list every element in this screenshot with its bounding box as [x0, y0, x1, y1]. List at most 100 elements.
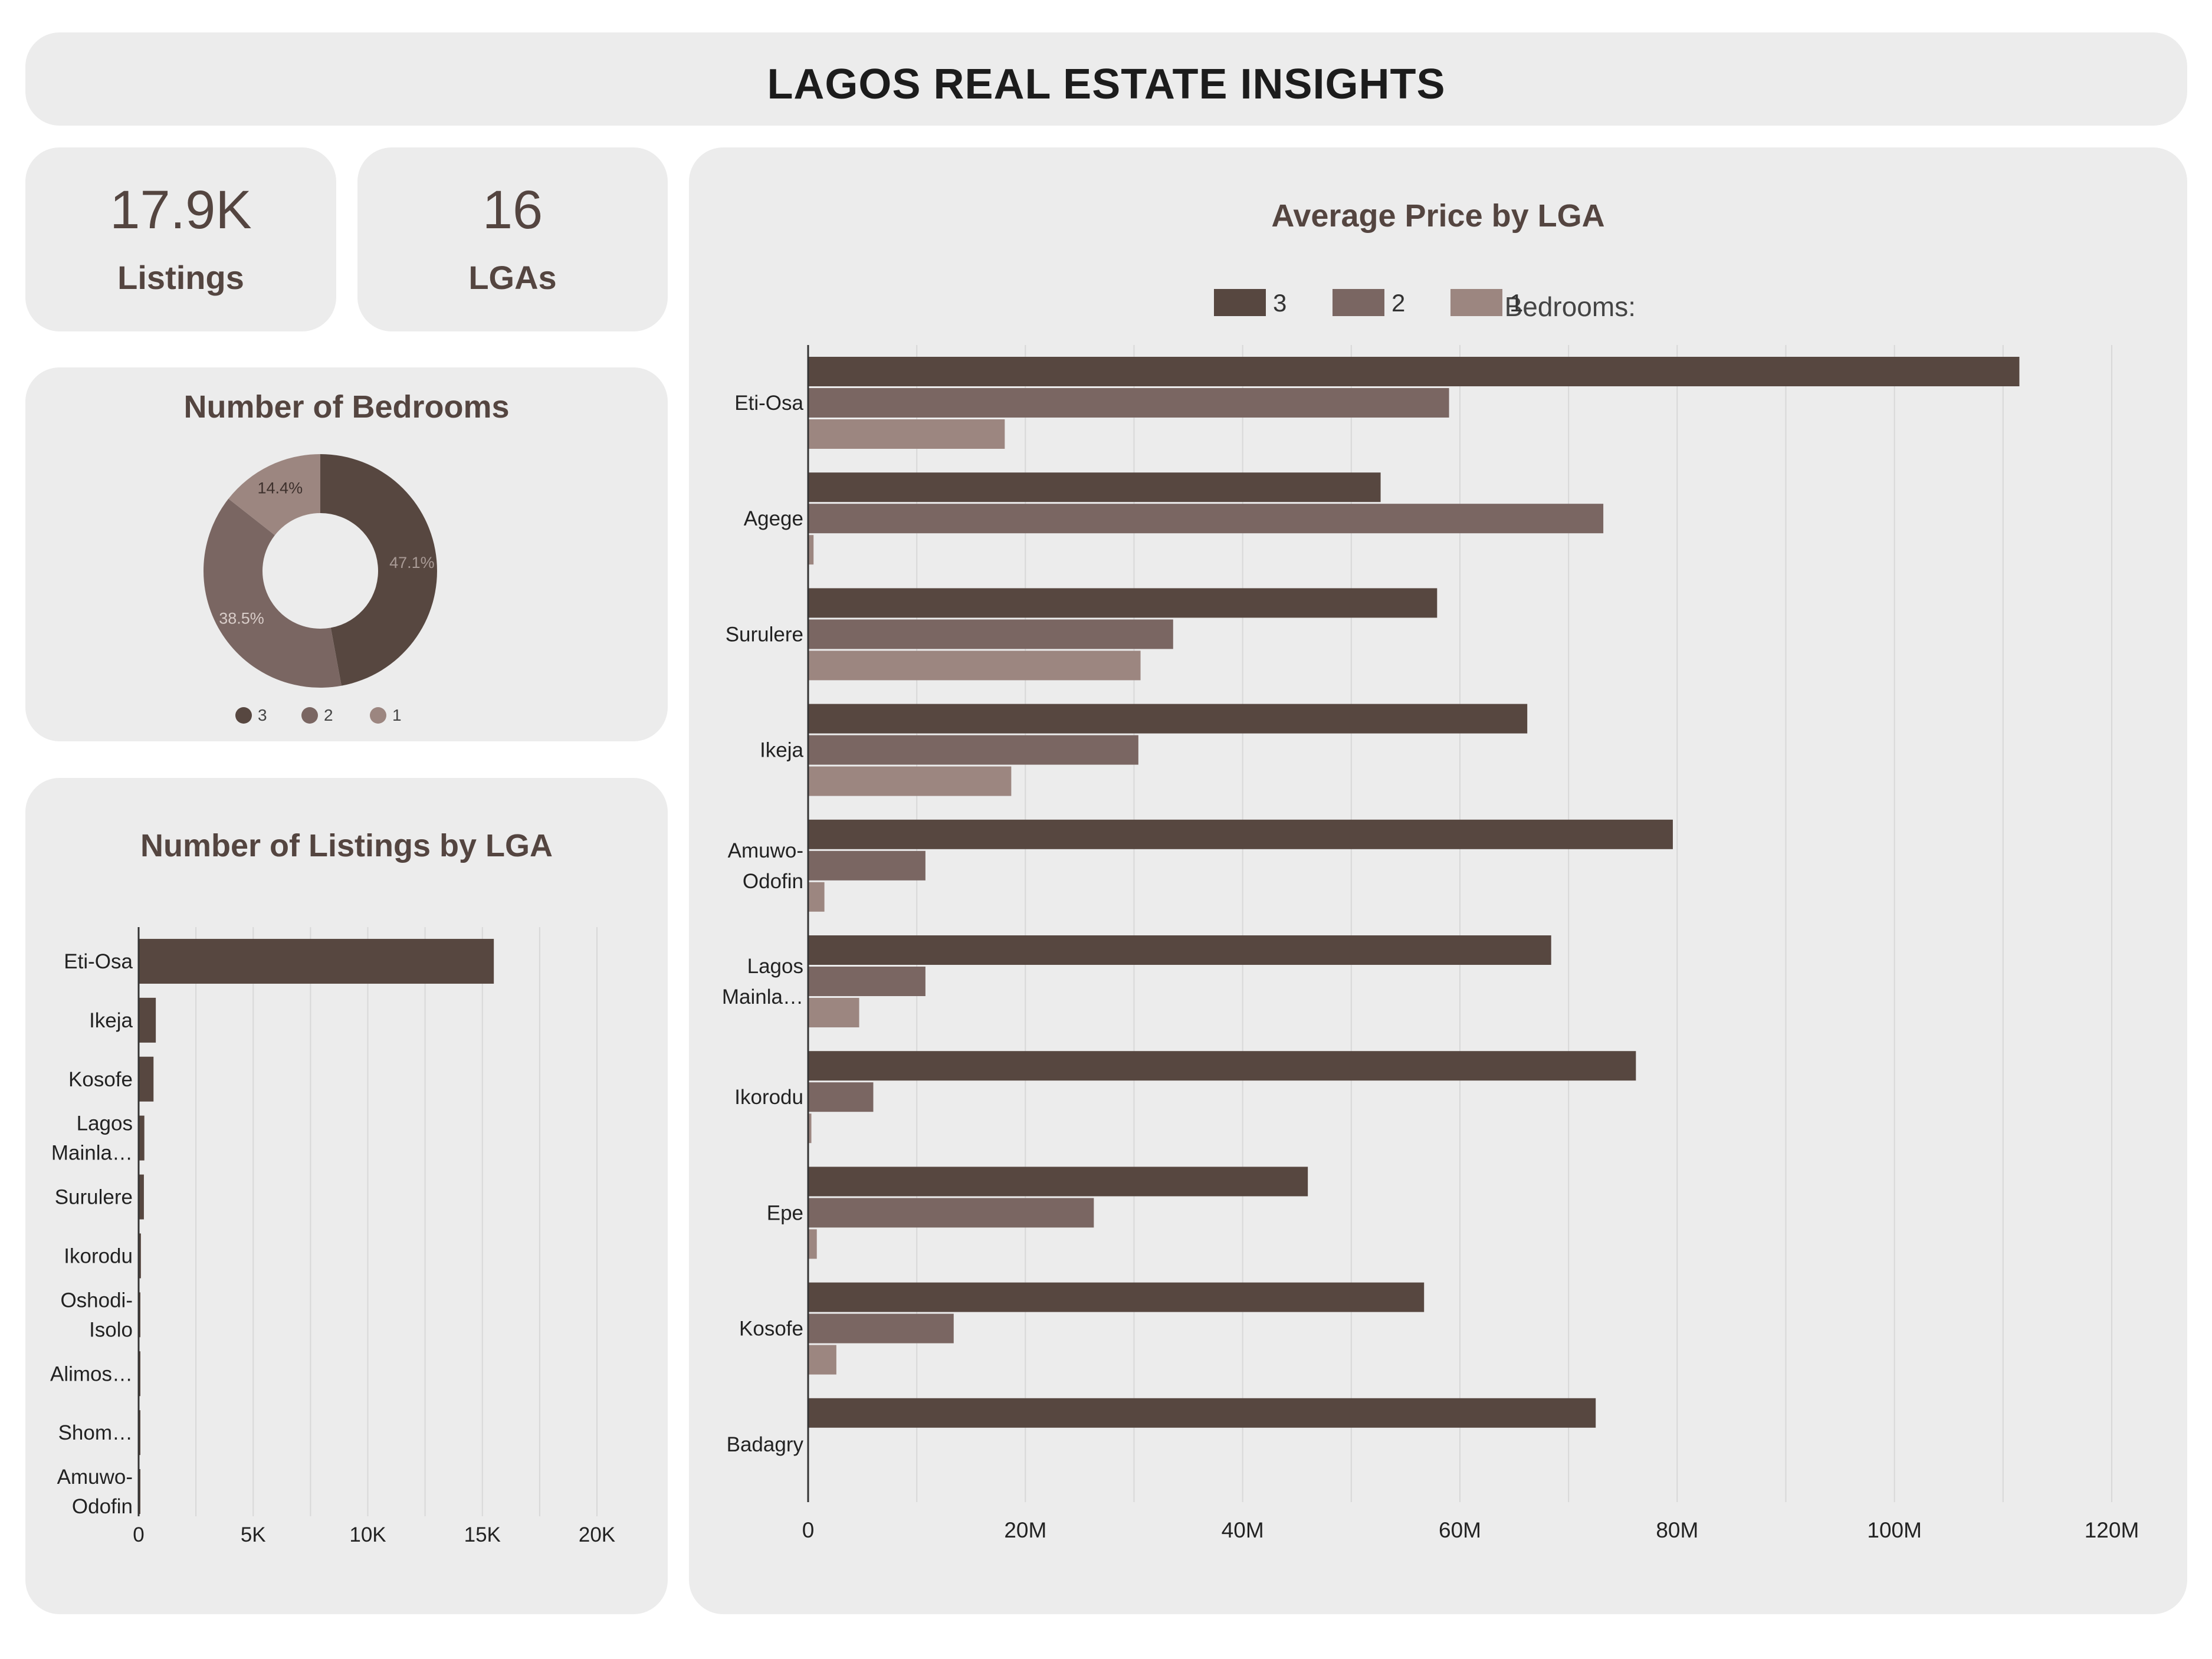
listings-bar-chart: Eti-Osa Ikeja Kosofe Lagos Mainla… Surulere Ik…	[50, 927, 615, 1546]
price-category-label: Mainla…	[722, 985, 803, 1008]
price-category-label: Eti-Osa	[734, 392, 803, 415]
price-bar-3br[interactable]	[808, 704, 1528, 734]
price-category-label: Odofin	[743, 870, 803, 893]
avg-price-chart-title: Average Price by LGA	[1271, 198, 1605, 234]
price-bar-1br[interactable]	[808, 651, 1141, 681]
donut-legend-label-3: 3	[258, 706, 267, 724]
listings-bar[interactable]	[139, 1233, 141, 1279]
donut-label-1: 14.4%	[258, 479, 303, 497]
avg-price-bar-chart: Eti-Osa Agege Surulere Ikeja Amuwo- Odofin Lag…	[722, 289, 2139, 1542]
price-legend-label-3: 3	[1273, 289, 1286, 317]
price-bar-1br[interactable]	[808, 998, 859, 1027]
listings-category-label: Mainla…	[51, 1142, 133, 1165]
listings-category-label: Surulere	[55, 1186, 133, 1209]
price-bar-2br[interactable]	[808, 1313, 954, 1343]
price-legend-swatch-3	[1214, 289, 1266, 316]
price-bar-1br[interactable]	[808, 1345, 836, 1375]
price-legend-swatch-2	[1333, 289, 1384, 316]
price-x-tick-label: 60M	[1439, 1518, 1481, 1542]
price-x-tick-label: 100M	[1867, 1518, 1922, 1542]
price-category-label: Badagry	[727, 1433, 804, 1456]
bedrooms-donut-chart: 47.1% 38.5% 14.4% 3 2 1	[204, 454, 437, 724]
page-title: LAGOS REAL ESTATE INSIGHTS	[767, 61, 1446, 108]
price-x-tick-label: 40M	[1222, 1518, 1264, 1542]
listings-x-tick-label: 15K	[464, 1523, 501, 1546]
listings-category-label: Amuwo-	[57, 1466, 133, 1489]
price-category-label: Amuwo-	[728, 839, 803, 862]
donut-legend-label-2: 2	[324, 706, 333, 724]
kpi-listings-label: Listings	[117, 258, 244, 296]
donut-legend-swatch-1	[370, 707, 386, 724]
price-bar-2br[interactable]	[808, 1198, 1094, 1228]
price-legend-label-2: 2	[1391, 289, 1405, 317]
listings-x-tick-label: 10K	[349, 1523, 386, 1546]
price-category-label: Surulere	[726, 623, 803, 646]
listings-bar[interactable]	[139, 1056, 154, 1102]
listings-bar[interactable]	[139, 1174, 144, 1220]
listings-bar[interactable]	[139, 997, 156, 1043]
price-bar-2br[interactable]	[808, 504, 1604, 534]
kpi-card-lgas: 16 LGAs	[357, 147, 668, 331]
donut-slice-3[interactable]	[320, 454, 437, 686]
price-legend-swatch-1	[1450, 289, 1502, 316]
price-bar-3br[interactable]	[808, 935, 1551, 965]
listings-category-label: Kosofe	[68, 1068, 133, 1091]
price-bar-1br[interactable]	[808, 1229, 817, 1259]
donut-legend-label-1: 1	[392, 706, 402, 724]
price-bar-1br[interactable]	[808, 1113, 812, 1144]
price-bar-2br[interactable]	[808, 619, 1173, 649]
listings-category-label: Odofin	[72, 1495, 133, 1518]
listings-category-label: Shom…	[58, 1421, 133, 1444]
price-bar-1br[interactable]	[808, 882, 825, 912]
price-category-label: Ikeja	[760, 739, 803, 762]
listings-category-label: Lagos	[77, 1112, 133, 1135]
listings-card: Number of Listings by LGA Eti-Osa Ikeja Ko…	[25, 778, 668, 1614]
price-bar-3br[interactable]	[808, 357, 2020, 386]
price-bar-3br[interactable]	[808, 1167, 1308, 1197]
listings-category-label: Isolo	[89, 1318, 133, 1341]
donut-slice-2[interactable]	[204, 498, 342, 688]
bedrooms-chart-title: Number of Bedrooms	[183, 389, 510, 425]
price-bar-2br[interactable]	[808, 735, 1138, 765]
bedrooms-card: Number of Bedrooms 47.1% 38.5% 14.4% 3 2 1	[25, 367, 668, 741]
price-bar-2br[interactable]	[808, 1082, 874, 1112]
price-x-tick-label: 120M	[2085, 1518, 2139, 1542]
price-bar-3br[interactable]	[808, 1282, 1425, 1312]
price-legend-title: Bedrooms:	[1505, 291, 1636, 322]
price-x-tick-label: 80M	[1656, 1518, 1698, 1542]
price-category-label: Agege	[744, 507, 803, 530]
price-x-tick-label: 20M	[1004, 1518, 1046, 1542]
donut-legend-swatch-3	[235, 707, 252, 724]
price-bar-1br[interactable]	[808, 535, 814, 565]
price-category-label: Epe	[767, 1201, 803, 1224]
donut-label-2: 38.5%	[219, 610, 264, 628]
price-category-label: Kosofe	[739, 1318, 803, 1341]
donut-label-3: 47.1%	[389, 554, 435, 571]
price-bar-1br[interactable]	[808, 419, 1005, 449]
listings-x-tick-label: 20K	[579, 1523, 615, 1546]
listings-bar[interactable]	[139, 938, 494, 984]
donut-slice-1[interactable]	[228, 454, 320, 536]
listings-bar[interactable]	[139, 1115, 145, 1161]
listings-x-tick-label: 0	[133, 1523, 144, 1546]
price-bar-3br[interactable]	[808, 1051, 1636, 1081]
kpi-listings-value: 17.9K	[110, 179, 252, 240]
listings-category-label: Eti-Osa	[64, 950, 133, 973]
kpi-lgas-label: LGAs	[468, 258, 557, 296]
listings-category-label: Oshodi-	[60, 1289, 133, 1312]
price-bar-3br[interactable]	[808, 472, 1381, 502]
price-bar-1br[interactable]	[808, 766, 1012, 796]
price-bar-3br[interactable]	[808, 588, 1438, 618]
price-category-label: Lagos	[747, 955, 803, 978]
price-bar-2br[interactable]	[808, 850, 926, 881]
kpi-lgas-value: 16	[482, 179, 543, 240]
header-card: LAGOS REAL ESTATE INSIGHTS	[25, 32, 2187, 126]
price-bar-3br[interactable]	[808, 819, 1673, 849]
price-bar-3br[interactable]	[808, 1398, 1596, 1428]
listings-chart-title: Number of Listings by LGA	[140, 828, 553, 863]
price-bar-2br[interactable]	[808, 967, 926, 996]
price-bar-2br[interactable]	[808, 388, 1449, 418]
listings-x-tick-label: 5K	[241, 1523, 266, 1546]
listings-category-label: Ikeja	[89, 1009, 133, 1032]
price-category-label: Ikorodu	[734, 1086, 803, 1109]
